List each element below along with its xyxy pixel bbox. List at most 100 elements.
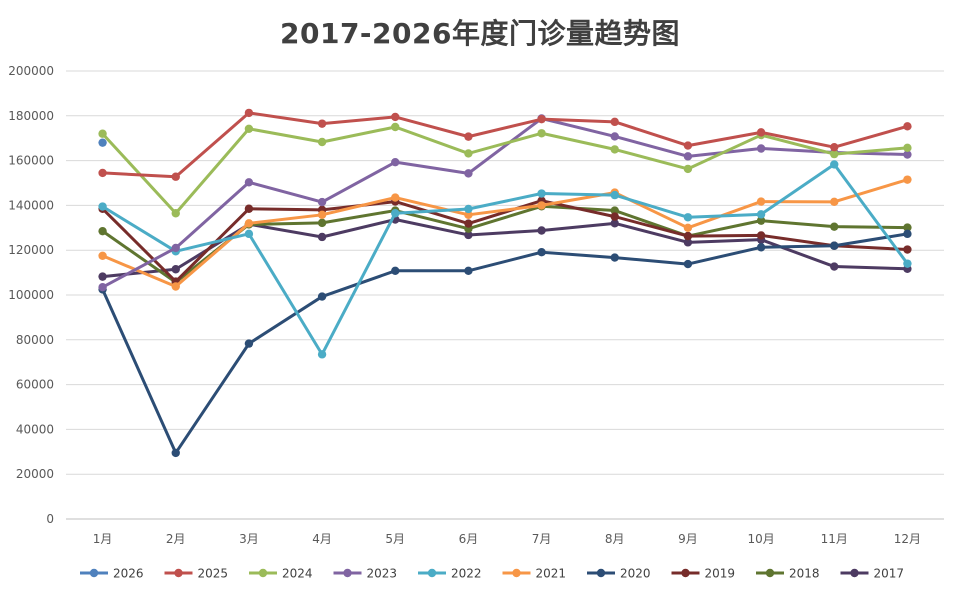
- legend-label: 2021: [536, 567, 567, 581]
- data-point: [98, 168, 107, 178]
- y-tick-label: 80000: [16, 333, 54, 347]
- legend-item-2023: 2023: [333, 567, 398, 581]
- data-point: [756, 144, 766, 153]
- data-point: [391, 193, 400, 202]
- series-line-2017: [101, 218, 909, 279]
- data-point: [610, 132, 619, 141]
- data-point: [683, 141, 693, 150]
- legend-label: 2018: [789, 567, 820, 581]
- legend-swatch-marker: [596, 568, 606, 578]
- data-point: [98, 138, 107, 147]
- legend-swatch-marker: [89, 568, 99, 578]
- data-point: [464, 169, 473, 178]
- series-2020: [98, 229, 912, 458]
- legend-item-2019: 2019: [671, 567, 736, 581]
- x-tick-label: 6月: [459, 532, 479, 546]
- y-tick-label: 100000: [8, 288, 54, 302]
- data-point: [830, 142, 839, 152]
- data-point: [683, 223, 693, 232]
- data-point: [756, 210, 766, 219]
- data-point: [903, 150, 912, 159]
- data-point: [903, 245, 912, 254]
- series-2025: [98, 108, 912, 181]
- data-point: [464, 204, 473, 214]
- data-point: [610, 206, 619, 215]
- data-point: [98, 202, 107, 211]
- data-point: [683, 231, 693, 241]
- data-point: [683, 152, 693, 161]
- data-point: [756, 128, 766, 137]
- data-point: [98, 226, 107, 236]
- x-tick-label: 2月: [166, 532, 186, 546]
- data-point: [171, 265, 180, 274]
- x-tick-label: 12月: [894, 532, 921, 546]
- data-point: [244, 229, 254, 239]
- data-point: [830, 149, 839, 159]
- legend-swatch-marker: [512, 568, 521, 578]
- data-point: [244, 219, 254, 228]
- series-line-2020: [101, 232, 909, 455]
- data-point: [537, 129, 546, 138]
- y-tick-label: 0: [46, 512, 54, 526]
- series-lines: [98, 108, 912, 458]
- data-point: [317, 137, 327, 147]
- data-point: [317, 197, 327, 207]
- data-point: [98, 129, 107, 138]
- legend-label: 2026: [113, 567, 144, 581]
- data-point: [610, 190, 619, 200]
- data-point: [903, 259, 912, 268]
- x-tick-label: 4月: [312, 532, 332, 546]
- legend-item-2020: 2020: [587, 567, 651, 581]
- data-point: [317, 119, 327, 128]
- data-point: [756, 231, 766, 240]
- series-2026: [98, 138, 107, 147]
- axes: 0 20000 40000 60000 80000 100000 120000 140000 1…: [8, 64, 921, 546]
- data-point: [244, 124, 254, 133]
- legend-swatch-marker: [174, 568, 183, 578]
- y-tick-label: 60000: [16, 378, 54, 392]
- data-point: [391, 157, 400, 167]
- legend-label: 2022: [451, 567, 482, 581]
- data-point: [903, 229, 912, 239]
- legend-swatch-marker: [765, 568, 775, 578]
- series-2022: [98, 160, 912, 359]
- series-line-2025: [101, 111, 909, 179]
- x-tick-label: 10月: [747, 532, 774, 546]
- data-point: [830, 222, 839, 231]
- gridlines: [66, 70, 944, 520]
- data-point: [683, 164, 693, 174]
- legend-item-2017: 2017: [840, 567, 905, 581]
- data-point: [244, 339, 254, 348]
- x-tick-label: 11月: [821, 532, 848, 546]
- x-tick-label: 8月: [605, 532, 625, 546]
- legend-label: 2017: [874, 567, 905, 581]
- data-point: [610, 219, 619, 228]
- legend-swatch-marker: [850, 568, 859, 578]
- legend-swatch-marker: [681, 568, 690, 578]
- data-point: [171, 209, 180, 218]
- data-point: [683, 238, 693, 247]
- data-point: [830, 241, 839, 250]
- y-tick-label: 140000: [8, 198, 54, 212]
- legend-label: 2020: [620, 567, 651, 581]
- data-point: [830, 262, 839, 271]
- data-point: [683, 213, 693, 222]
- data-point: [537, 114, 546, 124]
- data-point: [244, 178, 254, 187]
- legend-label: 2019: [705, 567, 736, 581]
- x-tick-label: 7月: [532, 532, 552, 546]
- data-point: [317, 210, 327, 220]
- data-point: [317, 350, 327, 359]
- series-line-2022: [101, 162, 909, 356]
- y-tick-label: 20000: [16, 467, 54, 481]
- data-point: [683, 259, 693, 269]
- x-tick-label: 5月: [385, 532, 405, 546]
- y-tick-label: 160000: [8, 154, 54, 168]
- legend: 2026 2025 2024 2023 2022 2021 2020 2019 2018 2017: [80, 567, 904, 581]
- x-tick-label: 1月: [93, 532, 113, 546]
- legend-label: 2023: [367, 567, 398, 581]
- data-point: [464, 149, 473, 158]
- legend-item-2024: 2024: [249, 567, 313, 581]
- y-tick-label: 180000: [8, 109, 54, 123]
- x-tick-label: 3月: [239, 532, 259, 546]
